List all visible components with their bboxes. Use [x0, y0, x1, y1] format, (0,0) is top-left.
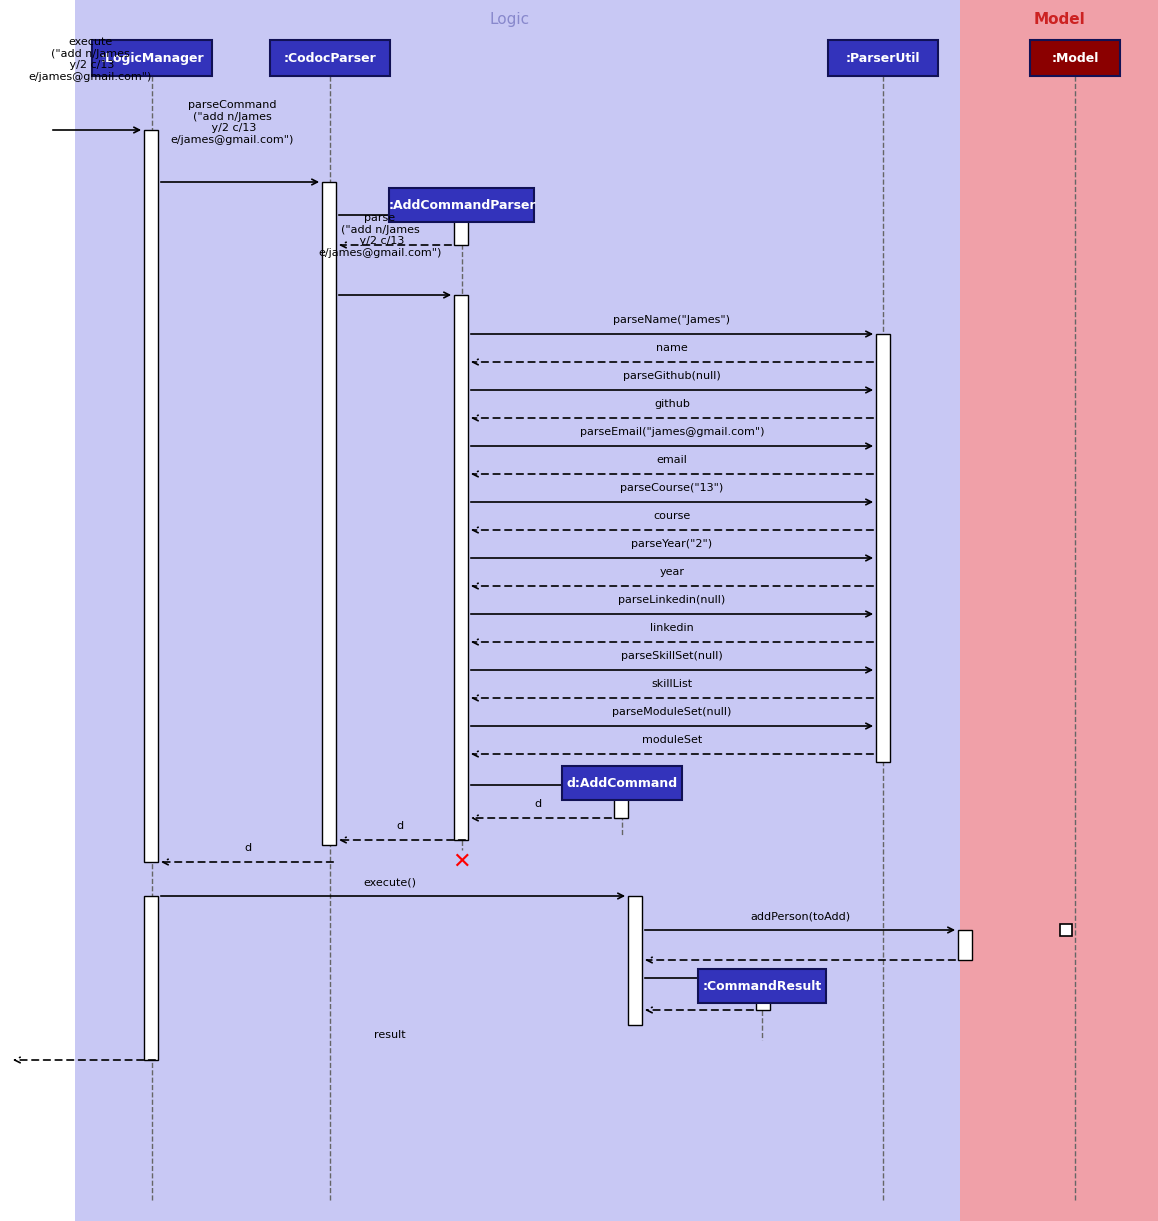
Text: github: github: [654, 399, 690, 409]
Text: d: d: [244, 842, 251, 853]
Text: course: course: [653, 512, 690, 521]
Bar: [875, 335, 891, 762]
Text: parseSkillSet(null): parseSkillSet(null): [621, 651, 723, 661]
Text: parseCommand
("add n/James
 y/2 c/13
e/james@gmail.com"): parseCommand ("add n/James y/2 c/13 e/ja…: [170, 100, 294, 145]
Text: :ParserUtil: :ParserUtil: [845, 51, 921, 65]
Text: name: name: [657, 343, 688, 353]
Bar: [628, 896, 642, 1024]
Text: year: year: [660, 567, 684, 578]
Bar: [144, 129, 157, 862]
Text: :AddCommandParser: :AddCommandParser: [388, 199, 536, 211]
Text: :Model: :Model: [1051, 51, 1099, 65]
Text: result: result: [374, 1031, 405, 1040]
Bar: [960, 0, 1158, 1221]
Text: :CommandResult: :CommandResult: [703, 979, 822, 993]
Bar: [454, 215, 468, 245]
Bar: [1029, 40, 1120, 76]
Text: parseEmail("james@gmail.com"): parseEmail("james@gmail.com"): [580, 427, 764, 437]
Text: linkedin: linkedin: [650, 623, 694, 632]
Text: d:AddCommand: d:AddCommand: [566, 777, 677, 790]
Bar: [144, 896, 157, 1060]
Text: addPerson(toAdd): addPerson(toAdd): [750, 911, 850, 921]
Bar: [322, 182, 336, 845]
Bar: [614, 785, 628, 818]
Bar: [454, 295, 468, 840]
Text: parse
("add n/James
 y/2 c/13
e/james@gmail.com"): parse ("add n/James y/2 c/13 e/james@gma…: [318, 214, 441, 258]
Text: email: email: [657, 455, 688, 465]
Text: d: d: [535, 799, 542, 810]
Text: parseModuleSet(null): parseModuleSet(null): [613, 707, 732, 717]
Bar: [828, 40, 938, 76]
Bar: [756, 978, 770, 1010]
Text: parseYear("2"): parseYear("2"): [631, 538, 712, 549]
Text: skillList: skillList: [652, 679, 692, 689]
Text: moduleSet: moduleSet: [642, 735, 702, 745]
Bar: [75, 0, 1035, 1221]
Bar: [389, 188, 535, 222]
Text: :LogicManager: :LogicManager: [101, 51, 204, 65]
Text: parseCourse("13"): parseCourse("13"): [621, 484, 724, 493]
Bar: [91, 40, 212, 76]
Text: ✕: ✕: [453, 852, 471, 872]
Text: Logic: Logic: [490, 12, 530, 27]
Text: :CodocParser: :CodocParser: [284, 51, 376, 65]
Bar: [562, 766, 682, 800]
Bar: [270, 40, 390, 76]
Text: execute
("add n/James
 y/2 c/13
e/james@gmail.com"): execute ("add n/James y/2 c/13 e/james@g…: [28, 37, 152, 82]
Text: Model: Model: [1034, 12, 1086, 27]
Text: parseGithub(null): parseGithub(null): [623, 371, 721, 381]
Bar: [698, 969, 826, 1002]
Bar: [958, 930, 972, 960]
Text: d: d: [396, 821, 403, 832]
Text: parseLinkedin(null): parseLinkedin(null): [618, 595, 726, 604]
Text: execute(): execute(): [364, 877, 417, 886]
Text: parseName("James"): parseName("James"): [614, 315, 731, 325]
